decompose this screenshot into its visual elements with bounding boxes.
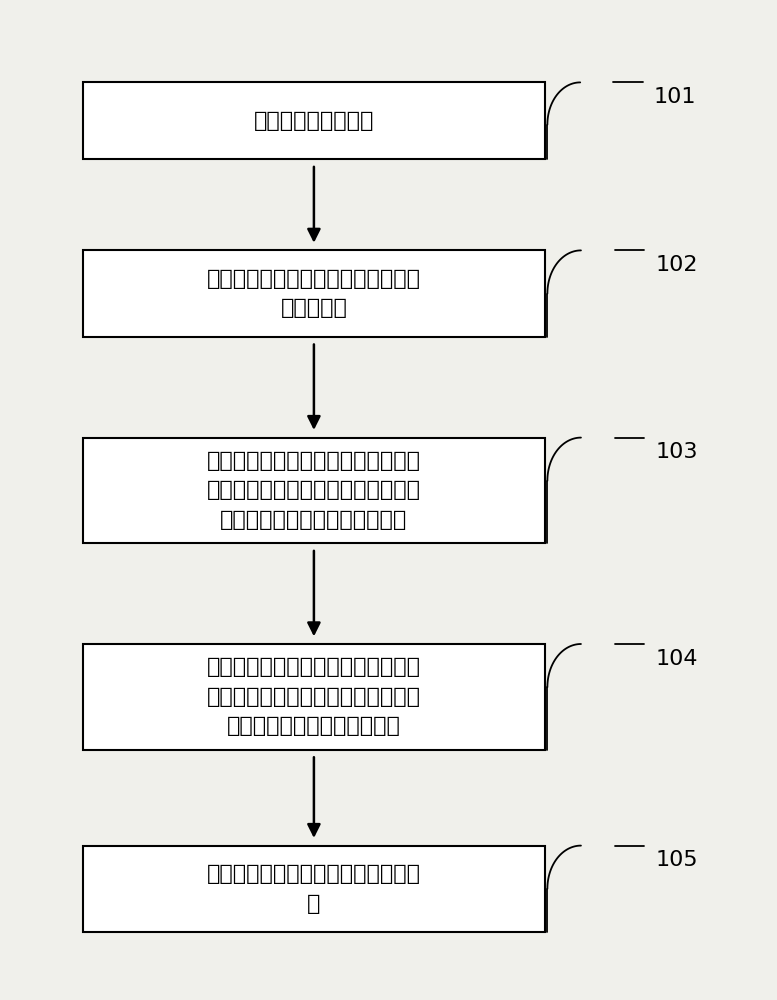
Text: 研磨三维存储器样品的金属层至露出
沟道孔插塞: 研磨三维存储器样品的金属层至露出 沟道孔插塞 <box>207 269 421 318</box>
FancyBboxPatch shape <box>82 846 545 932</box>
Text: 在三维存储器样品的第二台阶区测量
相邻两个字线的电阻和，以及第一个
字线与最后一个字线的电阻和: 在三维存储器样品的第二台阶区测量 相邻两个字线的电阻和，以及第一个 字线与最后一… <box>207 657 421 736</box>
Text: 根据测量的电阻和计算每个字线的电
阻: 根据测量的电阻和计算每个字线的电 阻 <box>207 864 421 914</box>
Text: 102: 102 <box>656 255 698 275</box>
Text: 提供三维存储器样品: 提供三维存储器样品 <box>254 111 374 131</box>
FancyBboxPatch shape <box>82 250 545 337</box>
Text: 105: 105 <box>656 850 699 870</box>
Text: 101: 101 <box>654 87 696 107</box>
Text: 104: 104 <box>656 649 698 669</box>
Text: 103: 103 <box>656 442 698 462</box>
Text: 研磨三维存储器样品的第一台阶区至
露出第一阶梯区的所有字线，并沉积
金属将露出的所有字线进行连接: 研磨三维存储器样品的第一台阶区至 露出第一阶梯区的所有字线，并沉积 金属将露出的… <box>207 451 421 530</box>
FancyBboxPatch shape <box>82 82 545 159</box>
FancyBboxPatch shape <box>82 644 545 750</box>
FancyBboxPatch shape <box>82 438 545 543</box>
